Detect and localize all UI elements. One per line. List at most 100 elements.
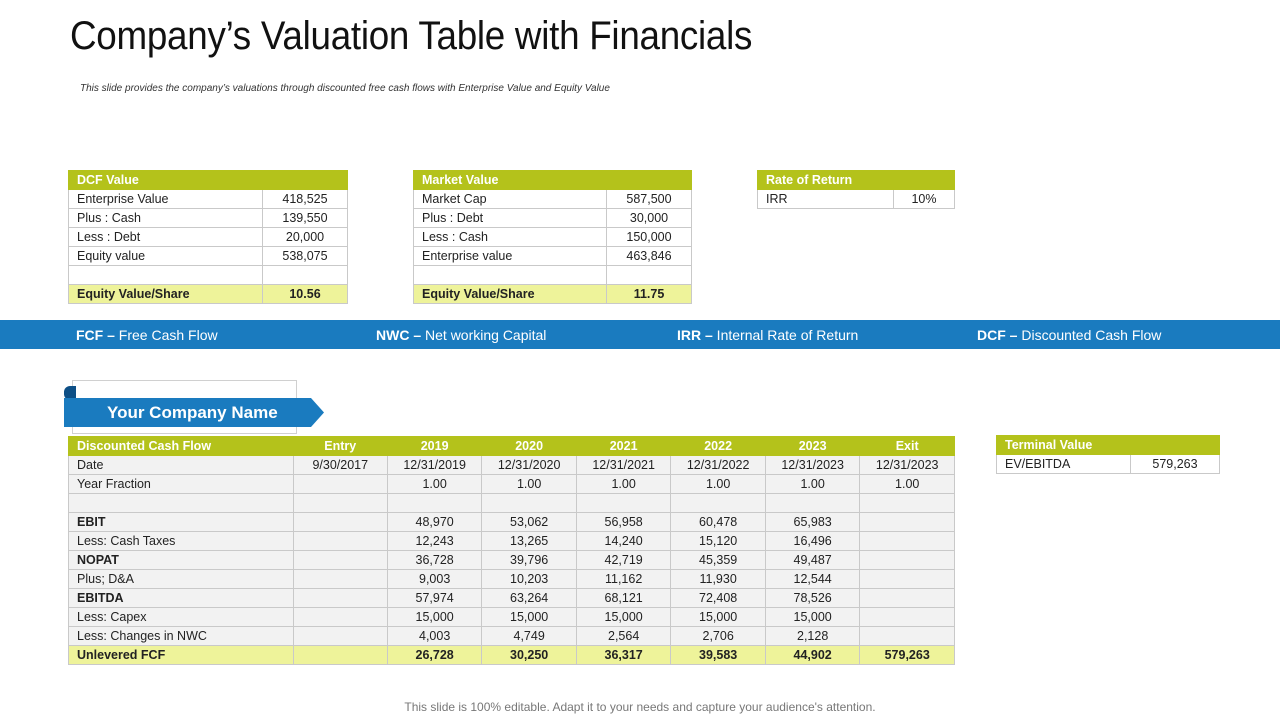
table-row: EBIT 48,970 53,062 56,958 60,478 65,983 <box>68 512 955 532</box>
table-row: Plus : Debt 30,000 <box>413 208 692 228</box>
footer-note: This slide is 100% editable. Adapt it to… <box>404 700 876 714</box>
table-cell: 63,264 <box>481 588 577 608</box>
table-cell <box>859 607 955 627</box>
table-cell: 30,250 <box>481 645 577 665</box>
table-cell: 53,062 <box>481 512 577 532</box>
discounted-cash-flow-table: Discounted Cash Flow Entry 2019 2020 2021 202… <box>68 436 955 665</box>
table-cell <box>386 493 483 513</box>
table-cell: 48,970 <box>386 512 483 532</box>
table-total-row: Equity Value/Share 11.75 <box>413 284 692 304</box>
table-cell: 39,583 <box>670 645 766 665</box>
table-cell: 26,728 <box>386 645 483 665</box>
table-cell: 36,317 <box>575 645 672 665</box>
column-header: Entry <box>292 436 388 456</box>
table-cell <box>859 588 955 608</box>
row-label: Date <box>68 455 294 475</box>
table-cell <box>292 550 388 570</box>
table-cell: 13,265 <box>481 531 577 551</box>
table-cell <box>292 531 388 551</box>
row-label: Less: Cash Taxes <box>68 531 294 551</box>
table-row: Equity value 538,075 <box>68 246 348 266</box>
table-row: EBITDA 57,974 63,264 68,121 72,408 78,526 <box>68 588 955 608</box>
table-row: Plus : Cash 139,550 <box>68 208 348 228</box>
glossary-band: FCF – Free Cash Flow NWC – Net working C… <box>0 320 1280 349</box>
table-row: EV/EBITDA 579,263 <box>996 454 1220 474</box>
table-cell: 1.00 <box>859 474 955 494</box>
table-cell: 11,930 <box>670 569 766 589</box>
rate-of-return-header: Rate of Return <box>757 170 894 190</box>
table-cell <box>292 607 388 627</box>
table-row: Enterprise value 463,846 <box>413 246 692 266</box>
glossary-item-nwc: NWC – Net working Capital <box>376 327 547 343</box>
table-cell: 15,120 <box>670 531 766 551</box>
table-row: Less: Capex 15,000 15,000 15,000 15,000 15,00… <box>68 607 955 627</box>
table-row: Year Fraction 1.00 1.00 1.00 1.00 1.00 1.00 <box>68 474 955 494</box>
table-cell <box>670 493 766 513</box>
table-cell: 12/31/2023 <box>764 455 861 475</box>
table-row: Less : Cash 150,000 <box>413 227 692 247</box>
table-cell: 36,728 <box>386 550 483 570</box>
table-cell: 39,796 <box>481 550 577 570</box>
table-cell: 15,000 <box>481 607 577 627</box>
table-cell: 10,203 <box>481 569 577 589</box>
table-cell <box>292 512 388 532</box>
table-cell: 60,478 <box>670 512 766 532</box>
table-cell: 2,564 <box>575 626 672 646</box>
table-cell: 1.00 <box>670 474 766 494</box>
table-cell: 14,240 <box>575 531 672 551</box>
table-cell: 49,487 <box>764 550 861 570</box>
market-value-table: Market Value Market Cap 587,500 Plus : De… <box>413 170 692 304</box>
table-cell: 42,719 <box>575 550 672 570</box>
table-cell: 12,544 <box>764 569 861 589</box>
table-cell: 11,162 <box>575 569 672 589</box>
page-subtitle: This slide provides the company’s valuat… <box>80 83 610 94</box>
table-cell: 15,000 <box>670 607 766 627</box>
page-title: Company’s Valuation Table with Financial… <box>70 14 753 58</box>
rate-of-return-table: Rate of Return IRR 10% <box>757 170 955 209</box>
column-header: 2021 <box>575 436 672 456</box>
column-header: Discounted Cash Flow <box>68 436 294 456</box>
table-cell: 45,359 <box>670 550 766 570</box>
row-label: Less: Changes in NWC <box>68 626 294 646</box>
row-label <box>68 493 294 513</box>
table-cell: 56,958 <box>575 512 672 532</box>
table-cell: 4,749 <box>481 626 577 646</box>
glossary-item-fcf: FCF – Free Cash Flow <box>76 327 218 343</box>
table-cell: 2,128 <box>764 626 861 646</box>
table-header-row: Discounted Cash Flow Entry 2019 2020 2021 202… <box>68 436 955 456</box>
table-cell <box>292 645 388 665</box>
table-cell: 12/31/2022 <box>670 455 766 475</box>
table-cell: 12/31/2019 <box>386 455 483 475</box>
column-header: 2023 <box>764 436 861 456</box>
dcf-value-table: DCF Value Enterprise Value 418,525 Plus :… <box>68 170 348 304</box>
row-label: EBITDA <box>68 588 294 608</box>
table-row: Less: Cash Taxes 12,243 13,265 14,240 15,120… <box>68 531 955 551</box>
table-cell: 12,243 <box>386 531 483 551</box>
row-label: Less: Capex <box>68 607 294 627</box>
table-row <box>68 265 348 285</box>
glossary-item-dcf: DCF – Discounted Cash Flow <box>977 327 1162 343</box>
row-label: Unlevered FCF <box>68 645 294 665</box>
table-cell <box>859 569 955 589</box>
table-row: Less: Changes in NWC 4,003 4,749 2,564 2,706… <box>68 626 955 646</box>
table-cell: 2,706 <box>670 626 766 646</box>
dcf-value-header: DCF Value <box>68 170 348 190</box>
table-cell: 9,003 <box>386 569 483 589</box>
table-row: Plus; D&A 9,003 10,203 11,162 11,930 12,544 <box>68 569 955 589</box>
company-name-ribbon: Your Company Name <box>64 398 324 427</box>
table-cell <box>292 588 388 608</box>
table-cell <box>292 569 388 589</box>
table-cell: 12/31/2021 <box>575 455 672 475</box>
glossary-item-irr: IRR – Internal Rate of Return <box>677 327 859 343</box>
table-cell <box>859 493 955 513</box>
table-row: NOPAT 36,728 39,796 42,719 45,359 49,487 <box>68 550 955 570</box>
table-cell: 16,496 <box>764 531 861 551</box>
row-label: EBIT <box>68 512 294 532</box>
table-cell: 44,902 <box>764 645 861 665</box>
table-cell: 12/31/2020 <box>481 455 577 475</box>
table-row: Less : Debt 20,000 <box>68 227 348 247</box>
table-cell <box>859 512 955 532</box>
table-cell: 1.00 <box>386 474 483 494</box>
table-cell <box>859 531 955 551</box>
table-cell: 68,121 <box>575 588 672 608</box>
